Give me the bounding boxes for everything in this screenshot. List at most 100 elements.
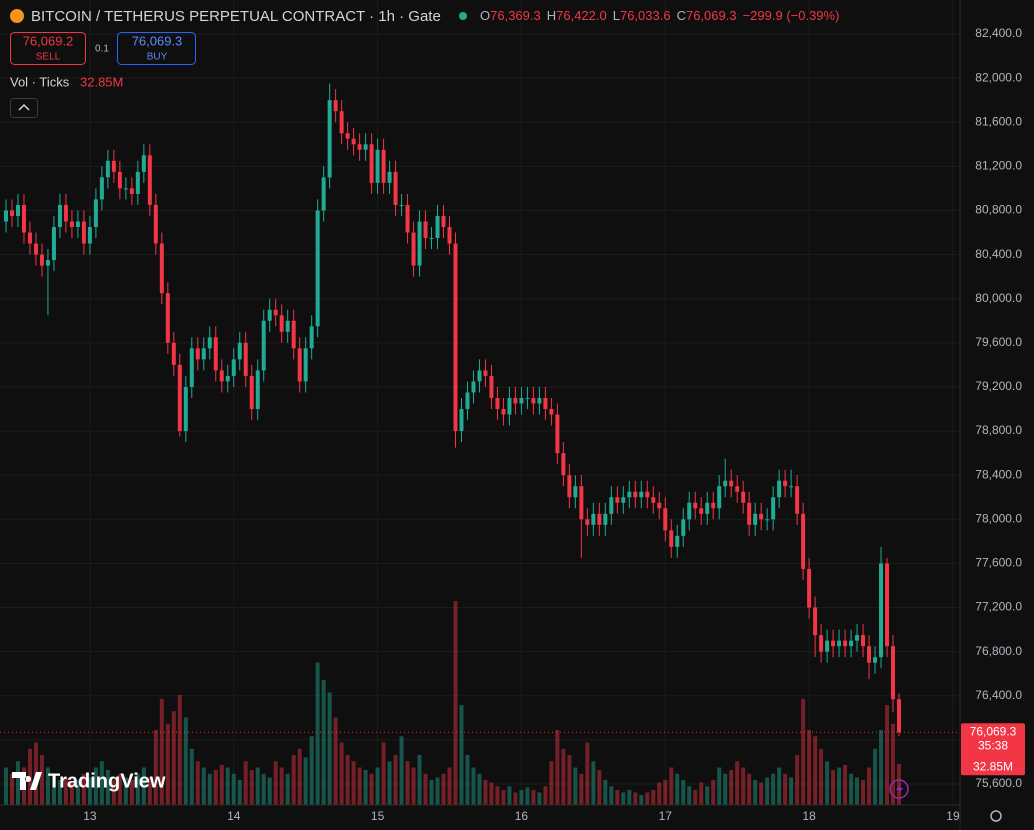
- candle-body: [765, 519, 770, 521]
- candle-body: [369, 144, 374, 183]
- volume-bar: [477, 773, 482, 805]
- candle-body: [99, 177, 104, 200]
- candle-body: [897, 699, 902, 733]
- ohlc-label: H: [547, 8, 556, 23]
- y-tick-label: 79,600.0: [975, 335, 1022, 349]
- candle-body: [219, 370, 224, 382]
- sell-button[interactable]: [10, 32, 86, 65]
- candle-body: [423, 221, 428, 239]
- volume-bar: [309, 736, 314, 805]
- candle-body: [687, 502, 692, 520]
- candle-body: [861, 635, 866, 647]
- volume-bar: [75, 780, 80, 805]
- buy-button[interactable]: [117, 32, 196, 65]
- volume-bar: [549, 761, 554, 805]
- y-tick-label: 80,800.0: [975, 203, 1022, 217]
- volume-bar: [39, 755, 44, 805]
- candle-body: [795, 486, 800, 514]
- volume-bar: [141, 767, 146, 805]
- volume-bar: [489, 782, 494, 805]
- candle-body: [93, 199, 98, 228]
- volume-bar: [405, 761, 410, 805]
- replay-glyph: [896, 783, 903, 795]
- volume-bar: [747, 773, 752, 805]
- candle-body: [669, 530, 674, 547]
- candle-body: [345, 133, 350, 139]
- volume-bar: [435, 777, 440, 805]
- y-tick-label: 79,200.0: [975, 379, 1022, 393]
- y-tick-label: 78,000.0: [975, 511, 1022, 525]
- candle-body: [789, 486, 794, 488]
- settings-icon[interactable]: [990, 810, 1002, 822]
- collapse-button[interactable]: [10, 98, 38, 118]
- volume-bar: [897, 763, 902, 805]
- candle-body: [387, 171, 392, 183]
- candle-body: [849, 640, 854, 647]
- brand-logo: [12, 772, 42, 790]
- volume-bar: [825, 761, 830, 805]
- candle-body: [699, 508, 704, 514]
- volume-bar: [153, 730, 158, 805]
- volume-bar: [711, 780, 716, 805]
- volume-bar: [447, 767, 452, 805]
- volume-bar: [207, 773, 212, 805]
- y-tick-label: 76,800.0: [975, 644, 1022, 658]
- volume-bar: [813, 736, 818, 805]
- volume-bar: [861, 780, 866, 805]
- candle-body: [513, 397, 518, 404]
- candle-body: [717, 486, 722, 509]
- candle-body: [441, 215, 446, 228]
- volume-bar: [597, 770, 602, 805]
- candle-body: [609, 497, 614, 514]
- candle-body: [147, 155, 152, 205]
- volume-bar: [789, 777, 794, 805]
- candle-body: [855, 635, 860, 641]
- candle-body: [537, 397, 542, 404]
- x-tick-label: 14: [227, 809, 241, 823]
- candle-body: [285, 320, 290, 332]
- candle-body: [741, 491, 746, 503]
- candle-body: [129, 188, 134, 194]
- volume-bar: [735, 761, 740, 805]
- quantity[interactable]: 0.1: [95, 44, 109, 55]
- candle-body: [267, 309, 272, 321]
- candle-body: [351, 138, 356, 145]
- volume-bar: [573, 767, 578, 805]
- volume-bar: [297, 748, 302, 805]
- candle-body: [357, 144, 362, 150]
- candle-body: [453, 243, 458, 432]
- y-tick-label: 76,400.0: [975, 688, 1022, 702]
- volume-bar: [225, 767, 230, 805]
- candle-body: [117, 171, 122, 189]
- volume-bar: [705, 786, 710, 805]
- ohlc: O76,369.3 H76,422.0 L76,033.6 C76,069.3 −299…: [480, 8, 839, 23]
- volume-bar: [279, 767, 284, 805]
- y-tick-label: 78,400.0: [975, 467, 1022, 481]
- candle-body: [45, 260, 50, 266]
- volume-bar: [837, 767, 842, 805]
- candle-body: [417, 221, 422, 266]
- volume-bar: [111, 780, 116, 805]
- candle-body: [747, 502, 752, 525]
- candle-body: [651, 497, 656, 503]
- volume-bar: [15, 761, 20, 805]
- candle-body: [579, 486, 584, 520]
- volume-bar: [657, 782, 662, 805]
- candle-body: [429, 238, 434, 240]
- candle-body: [393, 171, 398, 205]
- candle-body: [663, 508, 668, 531]
- replay-icon[interactable]: [889, 779, 909, 799]
- candle-body: [321, 177, 326, 211]
- candle-body: [873, 657, 878, 663]
- volume-bar: [537, 792, 542, 805]
- candle-body: [141, 155, 146, 172]
- ohlc-value: 76,069.3: [686, 8, 737, 23]
- volume-bar: [675, 773, 680, 805]
- volume-bar: [687, 786, 692, 805]
- x-tick-label: 13: [83, 809, 97, 823]
- volume-bar: [201, 767, 206, 805]
- candle-body: [279, 315, 284, 332]
- volume-bar: [105, 770, 110, 805]
- volume-bar: [393, 755, 398, 805]
